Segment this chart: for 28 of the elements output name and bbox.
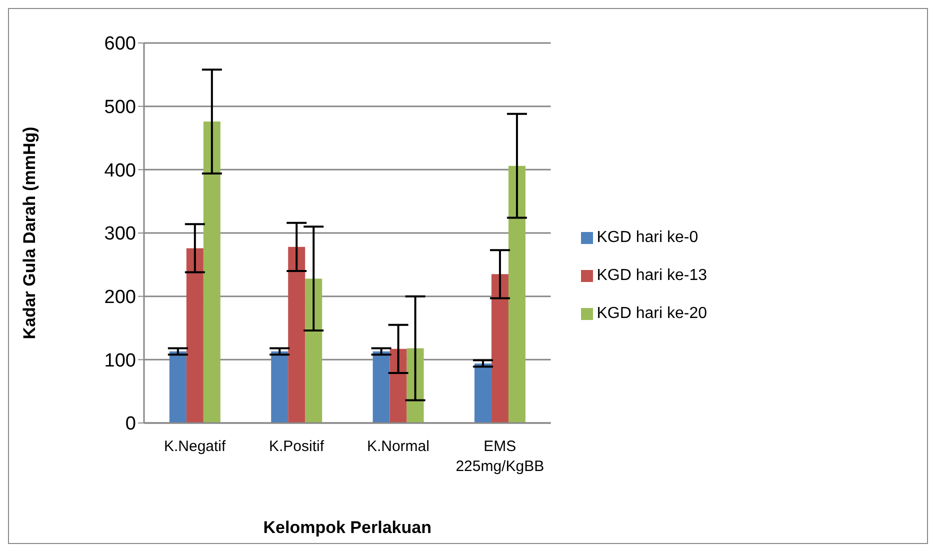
bar bbox=[186, 248, 204, 423]
x-tick-label: K.Negatif bbox=[164, 438, 227, 455]
y-tick-label: 200 bbox=[104, 287, 136, 308]
bar bbox=[491, 274, 508, 423]
y-tick-label: 300 bbox=[104, 224, 136, 245]
bar bbox=[203, 122, 220, 423]
bar bbox=[305, 278, 322, 423]
legend-label: KGD hari ke-20 bbox=[596, 305, 707, 322]
y-axis-title: Kadar Gula Darah (mmHg) bbox=[20, 126, 40, 340]
x-axis-title: Kelompok Perlakuan bbox=[263, 518, 432, 537]
bar bbox=[474, 363, 492, 423]
bar bbox=[508, 166, 526, 423]
y-tick-label: 0 bbox=[125, 414, 136, 435]
bar bbox=[271, 351, 288, 423]
y-tick-label: 400 bbox=[104, 160, 136, 182]
x-tick-label: K.Normal bbox=[366, 438, 430, 455]
bar bbox=[169, 351, 186, 423]
bar bbox=[288, 246, 306, 423]
bar bbox=[390, 348, 407, 423]
chart-frame: KGD hari ke-0 KGD hari ke-13 KGD hari ke-20 K.Negatif K.Positif K.Normal EMS 225mg/KgBB Kelompok Perlakuan 0 100 200 300 400 500 600 Kadar Gula Darah (mmHg) bbox=[8, 8, 928, 544]
y-tick-label: 600 bbox=[104, 34, 136, 55]
bar bbox=[372, 351, 390, 423]
y-tick-label: 500 bbox=[104, 97, 136, 118]
x-tick-label: EMS 225mg/KgBB bbox=[456, 438, 544, 475]
y-tick-label: 100 bbox=[104, 350, 136, 372]
x-tick-label: K.Positif bbox=[269, 438, 325, 455]
legend-label: KGD hari ke-0 bbox=[596, 229, 698, 246]
legend-label: KGD hari ke-13 bbox=[596, 267, 707, 284]
